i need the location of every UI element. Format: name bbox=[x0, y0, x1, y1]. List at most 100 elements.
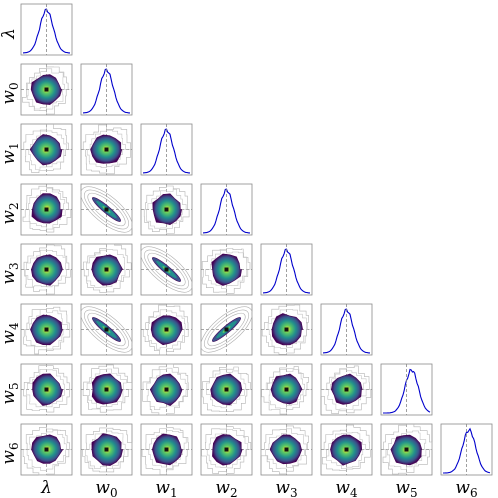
panel-7-2 bbox=[140, 423, 193, 476]
panel-0-0 bbox=[20, 3, 73, 56]
outer-contour bbox=[28, 130, 67, 170]
panel-1-0 bbox=[20, 63, 73, 116]
outer-contour bbox=[22, 427, 73, 476]
panel-4-4 bbox=[260, 243, 313, 296]
panel-2-1 bbox=[80, 123, 133, 176]
median-marker bbox=[164, 327, 169, 332]
outer-contour bbox=[267, 309, 308, 349]
panel-6-5 bbox=[320, 363, 373, 416]
panel-6-3 bbox=[200, 363, 253, 416]
outer-contour bbox=[82, 427, 133, 473]
panel-4-3 bbox=[200, 243, 253, 296]
median-marker bbox=[104, 447, 109, 452]
panel-4-2 bbox=[140, 243, 193, 296]
median-marker bbox=[224, 327, 229, 332]
panel-6-1 bbox=[80, 363, 133, 416]
panel-2-0 bbox=[20, 123, 73, 176]
panel-6-4 bbox=[260, 363, 313, 416]
axis-label-7: w6 bbox=[0, 442, 21, 464]
median-marker bbox=[224, 267, 229, 272]
median-marker bbox=[44, 387, 49, 392]
median-marker bbox=[164, 267, 169, 272]
median-marker bbox=[164, 447, 169, 452]
median-marker bbox=[164, 387, 169, 392]
outer-contour bbox=[320, 365, 372, 414]
axis-label-6: w5 bbox=[395, 478, 417, 498]
median-marker bbox=[404, 447, 409, 452]
axis-label-3: w2 bbox=[0, 202, 21, 224]
axis-label-4: w3 bbox=[275, 478, 297, 498]
marginal-curve-w6 bbox=[443, 427, 491, 474]
outer-contour bbox=[327, 369, 367, 410]
outer-contour bbox=[326, 432, 366, 469]
outer-contour bbox=[206, 369, 247, 409]
panel-3-1 bbox=[80, 183, 133, 236]
outer-contour bbox=[86, 368, 127, 409]
median-marker bbox=[104, 147, 109, 152]
median-marker bbox=[44, 447, 49, 452]
outer-contour bbox=[85, 430, 126, 469]
axis-label-0: λ bbox=[40, 478, 52, 498]
panel-3-3 bbox=[200, 183, 253, 236]
panel-5-1 bbox=[80, 303, 133, 356]
outer-contour bbox=[22, 66, 70, 115]
panel-1-1 bbox=[80, 63, 133, 116]
median-marker bbox=[284, 447, 289, 452]
panel-5-3 bbox=[200, 303, 253, 356]
outer-contour bbox=[26, 68, 68, 110]
median-marker bbox=[44, 207, 49, 212]
outer-contour bbox=[261, 366, 312, 415]
median-marker bbox=[284, 327, 289, 332]
median-marker bbox=[104, 387, 109, 392]
median-marker bbox=[104, 207, 109, 212]
outer-contour bbox=[206, 429, 249, 469]
outer-contour bbox=[28, 187, 66, 230]
median-marker bbox=[164, 207, 169, 212]
panel-7-4 bbox=[260, 423, 313, 476]
outer-contour bbox=[201, 248, 251, 294]
axis-label-0: λ bbox=[0, 28, 19, 40]
outer-contour bbox=[146, 367, 188, 410]
panel-7-5 bbox=[320, 423, 373, 476]
axis-label-2: w1 bbox=[155, 478, 177, 498]
outer-contour bbox=[205, 250, 248, 289]
outer-contour bbox=[23, 124, 72, 173]
outer-contour bbox=[147, 309, 186, 350]
median-marker bbox=[224, 387, 229, 392]
median-marker bbox=[344, 387, 349, 392]
panel-7-7 bbox=[440, 423, 493, 476]
axis-label-7: w6 bbox=[455, 478, 477, 498]
outer-contour bbox=[146, 189, 188, 229]
median-marker bbox=[104, 327, 109, 332]
outer-contour bbox=[141, 427, 190, 475]
outer-contour bbox=[261, 304, 311, 355]
panel-4-1 bbox=[80, 243, 133, 296]
panel-5-0 bbox=[20, 303, 73, 356]
median-marker bbox=[224, 447, 229, 452]
axis-label-5: w4 bbox=[335, 478, 358, 498]
outer-contour bbox=[265, 369, 305, 409]
median-marker bbox=[284, 387, 289, 392]
panel-6-0 bbox=[20, 363, 73, 416]
axis-label-1: w0 bbox=[95, 478, 117, 498]
panel-6-2 bbox=[140, 363, 193, 416]
median-marker bbox=[104, 267, 109, 272]
outer-contour bbox=[83, 243, 132, 293]
axis-label-6: w5 bbox=[0, 382, 21, 404]
outer-contour bbox=[26, 429, 68, 471]
outer-contour bbox=[82, 364, 133, 413]
axis-label-5: w4 bbox=[0, 322, 21, 345]
outer-contour bbox=[86, 129, 128, 168]
outer-contour bbox=[265, 428, 307, 469]
outer-contour bbox=[201, 426, 252, 474]
panel-7-3 bbox=[200, 423, 253, 476]
axis-label-3: w2 bbox=[215, 478, 237, 498]
panel-4-0 bbox=[20, 243, 73, 296]
outer-contour bbox=[23, 365, 71, 413]
outer-contour bbox=[143, 185, 190, 234]
panel-7-1 bbox=[80, 423, 133, 476]
outer-contour bbox=[26, 369, 65, 408]
outer-contour bbox=[142, 304, 189, 356]
median-marker bbox=[44, 147, 49, 152]
